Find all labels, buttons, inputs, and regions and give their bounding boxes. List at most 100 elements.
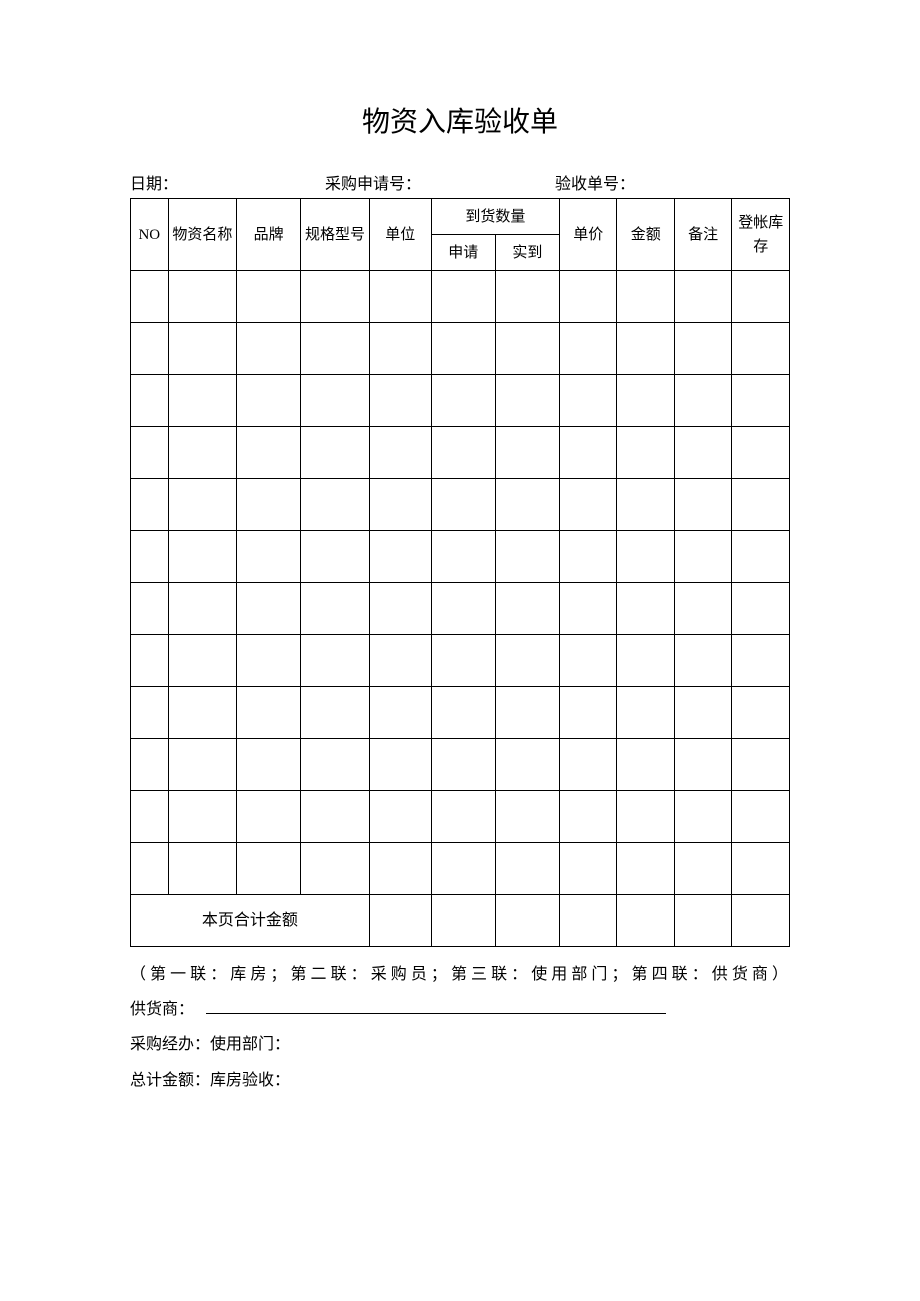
table-cell xyxy=(301,843,370,895)
table-cell xyxy=(168,791,237,843)
table-cell xyxy=(617,687,674,739)
buyer-label: 采购经办： xyxy=(130,1027,210,1062)
dept-label: 使用部门： xyxy=(210,1027,290,1062)
table-cell xyxy=(617,635,674,687)
supplier-underline xyxy=(206,998,666,1014)
table-cell xyxy=(674,583,731,635)
table-cell xyxy=(301,479,370,531)
table-cell xyxy=(431,635,495,687)
total-cell xyxy=(674,895,731,947)
col-no: NO xyxy=(131,199,169,271)
table-row xyxy=(131,323,790,375)
warehouse-label: 库房验收： xyxy=(210,1063,290,1098)
table-row xyxy=(131,791,790,843)
table-cell xyxy=(369,687,431,739)
table-header: NO 物资名称 品牌 规格型号 单位 到货数量 单价 金额 备注 登帐库存 申请… xyxy=(131,199,790,271)
table-cell xyxy=(674,687,731,739)
table-cell xyxy=(674,323,731,375)
table-cell xyxy=(617,323,674,375)
table-cell xyxy=(495,687,559,739)
table-cell xyxy=(617,843,674,895)
table-cell xyxy=(168,323,237,375)
table-cell xyxy=(674,427,731,479)
table-cell xyxy=(369,791,431,843)
table-row xyxy=(131,687,790,739)
table-cell xyxy=(301,375,370,427)
table-cell xyxy=(237,271,301,323)
table-row xyxy=(131,583,790,635)
total-cell xyxy=(617,895,674,947)
table-cell xyxy=(674,635,731,687)
table-cell xyxy=(237,531,301,583)
table-cell xyxy=(732,791,790,843)
table-cell xyxy=(431,479,495,531)
table-cell xyxy=(301,635,370,687)
table-cell xyxy=(431,427,495,479)
table-row xyxy=(131,635,790,687)
table-row xyxy=(131,531,790,583)
table-cell xyxy=(131,843,169,895)
table-cell xyxy=(674,479,731,531)
table-cell xyxy=(732,375,790,427)
table-cell xyxy=(131,323,169,375)
col-qty-act: 实到 xyxy=(495,235,559,271)
date-label: 日期： xyxy=(130,170,325,194)
table-cell xyxy=(369,843,431,895)
table-cell xyxy=(431,323,495,375)
total-label: 本页合计金额 xyxy=(131,895,370,947)
table-cell xyxy=(431,531,495,583)
table-cell xyxy=(559,271,616,323)
table-body xyxy=(131,271,790,895)
table-cell xyxy=(301,427,370,479)
table-cell xyxy=(674,271,731,323)
table-cell xyxy=(301,271,370,323)
table-cell xyxy=(732,843,790,895)
table-cell xyxy=(237,843,301,895)
page-title: 物资入库验收单 xyxy=(130,100,790,140)
table-cell xyxy=(237,635,301,687)
table-cell xyxy=(495,635,559,687)
table-cell xyxy=(674,531,731,583)
table-cell xyxy=(168,479,237,531)
table-cell xyxy=(168,687,237,739)
table-cell xyxy=(495,791,559,843)
table-cell xyxy=(559,375,616,427)
table-cell xyxy=(237,323,301,375)
table-cell xyxy=(732,739,790,791)
table-cell xyxy=(131,375,169,427)
table-cell xyxy=(131,583,169,635)
table-cell xyxy=(301,739,370,791)
table-cell xyxy=(732,687,790,739)
table-cell xyxy=(559,531,616,583)
supplier-label: 供货商： xyxy=(130,992,194,1027)
table-cell xyxy=(559,843,616,895)
table-cell xyxy=(168,739,237,791)
table-cell xyxy=(732,323,790,375)
table-cell xyxy=(732,531,790,583)
table-cell xyxy=(495,843,559,895)
table-cell xyxy=(369,427,431,479)
table-cell xyxy=(495,479,559,531)
table-cell xyxy=(617,271,674,323)
table-cell xyxy=(237,583,301,635)
table-cell xyxy=(131,739,169,791)
table-cell xyxy=(559,427,616,479)
table-cell xyxy=(301,791,370,843)
table-cell xyxy=(559,687,616,739)
table-cell xyxy=(369,739,431,791)
table-cell xyxy=(674,791,731,843)
table-cell xyxy=(168,843,237,895)
table-cell xyxy=(168,583,237,635)
table-row xyxy=(131,479,790,531)
table-cell xyxy=(559,791,616,843)
col-name: 物资名称 xyxy=(168,199,237,271)
table-cell xyxy=(495,427,559,479)
table-cell xyxy=(168,427,237,479)
total-cell xyxy=(369,895,431,947)
table-cell xyxy=(131,791,169,843)
table-row xyxy=(131,843,790,895)
table-cell xyxy=(168,531,237,583)
table-cell xyxy=(495,375,559,427)
table-cell xyxy=(301,583,370,635)
table-cell xyxy=(495,583,559,635)
